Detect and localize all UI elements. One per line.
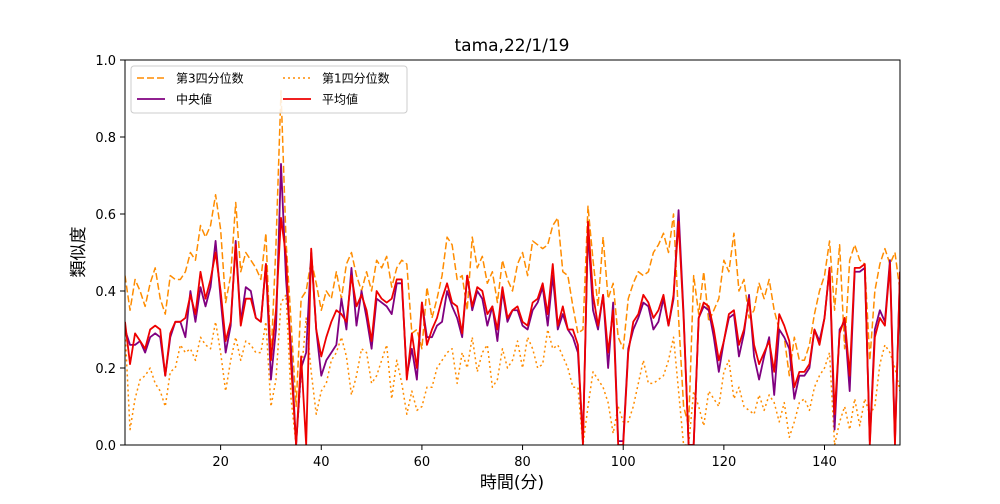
- legend-box: [130, 65, 408, 114]
- series-line-4: [125, 216, 900, 445]
- y-tick-label: 0.0: [95, 439, 116, 454]
- y-tick-label: 0.4: [95, 285, 116, 300]
- x-tick-label: 60: [414, 455, 431, 470]
- legend-label: 中央値: [176, 92, 212, 107]
- x-tick-label: 140: [812, 455, 837, 470]
- series-line-1: [125, 90, 900, 427]
- x-tick-label: 120: [711, 455, 736, 470]
- legend-label: 第3四分位数: [176, 71, 244, 86]
- x-axis-label: 時間(分): [480, 473, 544, 493]
- chart-title: tama,22/1/19: [455, 36, 570, 56]
- y-tick-label: 1.0: [95, 54, 116, 69]
- y-axis: 0.0 0.2 0.4 0.6 0.8 1.0: [95, 54, 125, 454]
- y-tick-label: 0.2: [95, 362, 116, 377]
- y-tick-label: 0.8: [95, 131, 116, 146]
- x-axis: 20 40 60 80 100 120 140: [212, 445, 837, 470]
- x-tick-label: 20: [212, 455, 229, 470]
- y-tick-label: 0.6: [95, 208, 116, 223]
- x-tick-label: 40: [313, 455, 330, 470]
- legend-label: 第1四分位数: [322, 71, 390, 86]
- x-tick-label: 80: [514, 455, 531, 470]
- plot-frame: [124, 59, 901, 446]
- series-line-2: [125, 294, 900, 445]
- y-axis-label: 類似度: [69, 227, 89, 278]
- series-layer: [125, 90, 900, 445]
- legend-label: 平均値: [322, 92, 358, 107]
- x-tick-label: 100: [611, 455, 636, 470]
